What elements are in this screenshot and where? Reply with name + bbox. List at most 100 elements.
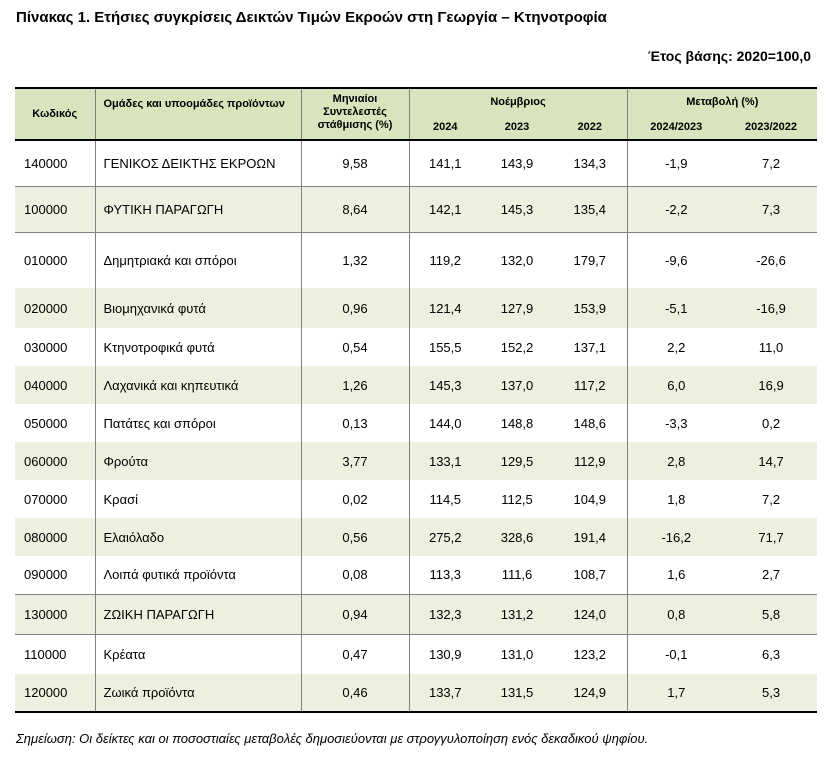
- cell-2023: 328,6: [500, 529, 534, 545]
- cell-change-2023-2022: 11,0: [758, 339, 784, 355]
- cell-2024: 275,2: [408, 518, 481, 556]
- cell-2022: 191,4: [573, 529, 607, 545]
- cell-weight: 0,54: [300, 328, 409, 366]
- cell-code: 090000: [24, 567, 68, 583]
- cell-code: 120000: [15, 674, 95, 713]
- cell-2022: 134,3: [573, 155, 607, 171]
- cell-name: ΓΕΝΙΚΟΣ ΔΕΙΚΤΗΣ ΕΚΡΟΩΝ: [94, 140, 301, 186]
- cell-name: Κρέατα: [94, 633, 301, 674]
- cell-change-2023-2022: 14,7: [758, 453, 784, 469]
- cell-change-2024-2023: 6,0: [626, 366, 726, 404]
- base-year: Έτος βάσης: 2020=100,0: [648, 48, 811, 64]
- table-row: 030000 Κτηνοτροφικά φυτά 0,54 155,5 152,2 137…: [15, 328, 818, 366]
- cell-weight: 0,47: [300, 633, 409, 674]
- cell-code: 110000: [15, 633, 95, 674]
- cell-change-2023-2022: 0,2: [761, 415, 781, 431]
- cell-2024: 130,9: [408, 633, 481, 674]
- cell-change-2024-2023: -1,9: [626, 140, 726, 186]
- cell-2024: 142,1: [408, 185, 481, 232]
- cell-weight: 0,13: [300, 404, 409, 442]
- cell-change-2024-2023: -0,1: [626, 633, 726, 674]
- cell-2023: 137,0: [500, 377, 534, 393]
- cell-2023: 131,2: [481, 593, 553, 634]
- table-row: 020000 Βιομηχανικά φυτά 0,96 121,4 127,9 153,…: [15, 288, 818, 328]
- cell-change-2024-2023: -16,2: [626, 518, 726, 556]
- cell-change-2023-2022: 2,7: [761, 567, 781, 583]
- cell-2024: 119,2: [408, 231, 481, 288]
- cell-name: Ελαιόλαδο: [94, 518, 301, 556]
- table-body: 140000 ΓΕΝΙΚΟΣ ΔΕΙΚΤΗΣ ΕΚΡΟΩΝ 9,58 141,1 143…: [15, 140, 818, 713]
- cell-name: Πατάτες και σπόροι: [94, 404, 301, 442]
- cell-2022: 153,9: [573, 300, 607, 316]
- cell-2023: 112,5: [501, 491, 533, 507]
- cell-change-2024-2023: 0,8: [626, 593, 726, 634]
- cell-change-2024-2023: -5,1: [626, 288, 726, 328]
- cell-weight: 1,26: [300, 366, 409, 404]
- table-row: 060000 Φρούτα 3,77 133,1 129,5 112,9 2,8 14,7: [15, 442, 818, 480]
- cell-change-2024-2023: -9,6: [626, 231, 726, 288]
- cell-change-2023-2022: 7,2: [761, 491, 781, 507]
- cell-2024: 133,1: [408, 442, 481, 480]
- cell-code: 080000: [24, 529, 68, 545]
- cell-change-2024-2023: -3,3: [626, 404, 726, 442]
- cell-weight: 0,46: [300, 674, 409, 713]
- cell-weight: 0,94: [300, 593, 409, 634]
- cell-2022: 112,9: [573, 453, 606, 469]
- cell-2023: 111,6: [501, 567, 533, 583]
- cell-code: 130000: [15, 593, 95, 634]
- cell-name: Κτηνοτροφικά φυτά: [94, 328, 301, 366]
- table-row: 080000 Ελαιόλαδο 0,56 275,2 328,6 191,4 -16,2 7…: [15, 518, 818, 556]
- cell-weight: 9,58: [300, 140, 409, 186]
- cell-2022: 124,9: [553, 674, 628, 713]
- cell-code: 030000: [24, 339, 68, 355]
- table-row: 050000 Πατάτες και σπόροι 0,13 144,0 148,8 14…: [15, 404, 818, 442]
- cell-name: Λαχανικά και κηπευτικά: [94, 366, 301, 404]
- cell-code: 050000: [24, 415, 68, 431]
- cell-2024: 121,4: [408, 288, 481, 328]
- cell-change-2023-2022: 5,3: [725, 674, 818, 713]
- header-change-2023-2022: 2023/2022: [725, 114, 818, 140]
- cell-2024: 113,3: [408, 556, 481, 594]
- cell-code: 100000: [15, 185, 95, 232]
- cell-change-2023-2022: 71,7: [758, 529, 784, 545]
- header-change: Μεταβολή (%): [626, 88, 818, 114]
- cell-change-2024-2023: 2,2: [626, 328, 726, 366]
- cell-name: Λοιπά φυτικά προϊόντα: [94, 556, 301, 594]
- header-groups: Ομάδες και υποομάδες προϊόντων: [94, 88, 301, 140]
- header-2022: 2022: [553, 114, 628, 140]
- cell-2023: 132,0: [481, 231, 553, 288]
- table-row: 070000 Κρασί 0,02 114,5 112,5 104,9 1,8 7,2: [15, 480, 818, 518]
- cell-2022: 104,9: [573, 491, 607, 507]
- cell-change-2024-2023: 1,8: [626, 480, 726, 518]
- table-title: Πίνακας 1. Ετήσιες συγκρίσεις Δεικτών Τι…: [16, 9, 607, 26]
- cell-2022: 124,0: [553, 593, 628, 634]
- cell-change-2023-2022: 7,2: [761, 155, 781, 171]
- cell-2023: 131,5: [481, 674, 553, 713]
- cell-name: ΦΥΤΙΚΗ ΠΑΡΑΓΩΓΗ: [94, 185, 301, 232]
- cell-change-2024-2023: 2,8: [626, 442, 726, 480]
- cell-name: Ζωικά προϊόντα: [94, 674, 301, 713]
- cell-2024: 114,5: [408, 480, 481, 518]
- cell-change-2023-2022: 5,8: [725, 593, 818, 634]
- cell-code: 010000: [15, 231, 95, 288]
- cell-2024: 141,1: [408, 140, 481, 186]
- price-index-table: Κωδικός Ομάδες και υποομάδες προϊόντων Μ…: [15, 87, 818, 713]
- table-row: 100000 ΦΥΤΙΚΗ ΠΑΡΑΓΩΓΗ 8,64 142,1 145,3 135,4…: [15, 185, 818, 232]
- header-code: Κωδικός: [15, 88, 95, 140]
- cell-code: 060000: [24, 453, 68, 469]
- cell-name: Φρούτα: [94, 442, 301, 480]
- cell-2024: 132,3: [408, 593, 481, 634]
- cell-weight: 8,64: [300, 185, 409, 232]
- table-row: 120000 Ζωικά προϊόντα 0,46 133,7 131,5 124,9 1…: [15, 674, 818, 713]
- cell-change-2024-2023: 1,6: [626, 556, 726, 594]
- cell-change-2023-2022: 16,9: [758, 377, 784, 393]
- cell-weight: 0,96: [300, 288, 409, 328]
- cell-change-2024-2023: 1,7: [626, 674, 726, 713]
- cell-2024: 133,7: [408, 674, 481, 713]
- cell-2023: 129,5: [500, 453, 534, 469]
- cell-2022: 123,2: [553, 633, 628, 674]
- table-row: 130000 ΖΩΙΚΗ ΠΑΡΑΓΩΓΗ 0,94 132,3 131,2 124,0 0…: [15, 593, 818, 634]
- cell-2022: 135,4: [553, 185, 628, 232]
- table-row: 110000 Κρέατα 0,47 130,9 131,0 123,2 -0,1 6,3: [15, 633, 818, 674]
- cell-weight: 0,56: [300, 518, 409, 556]
